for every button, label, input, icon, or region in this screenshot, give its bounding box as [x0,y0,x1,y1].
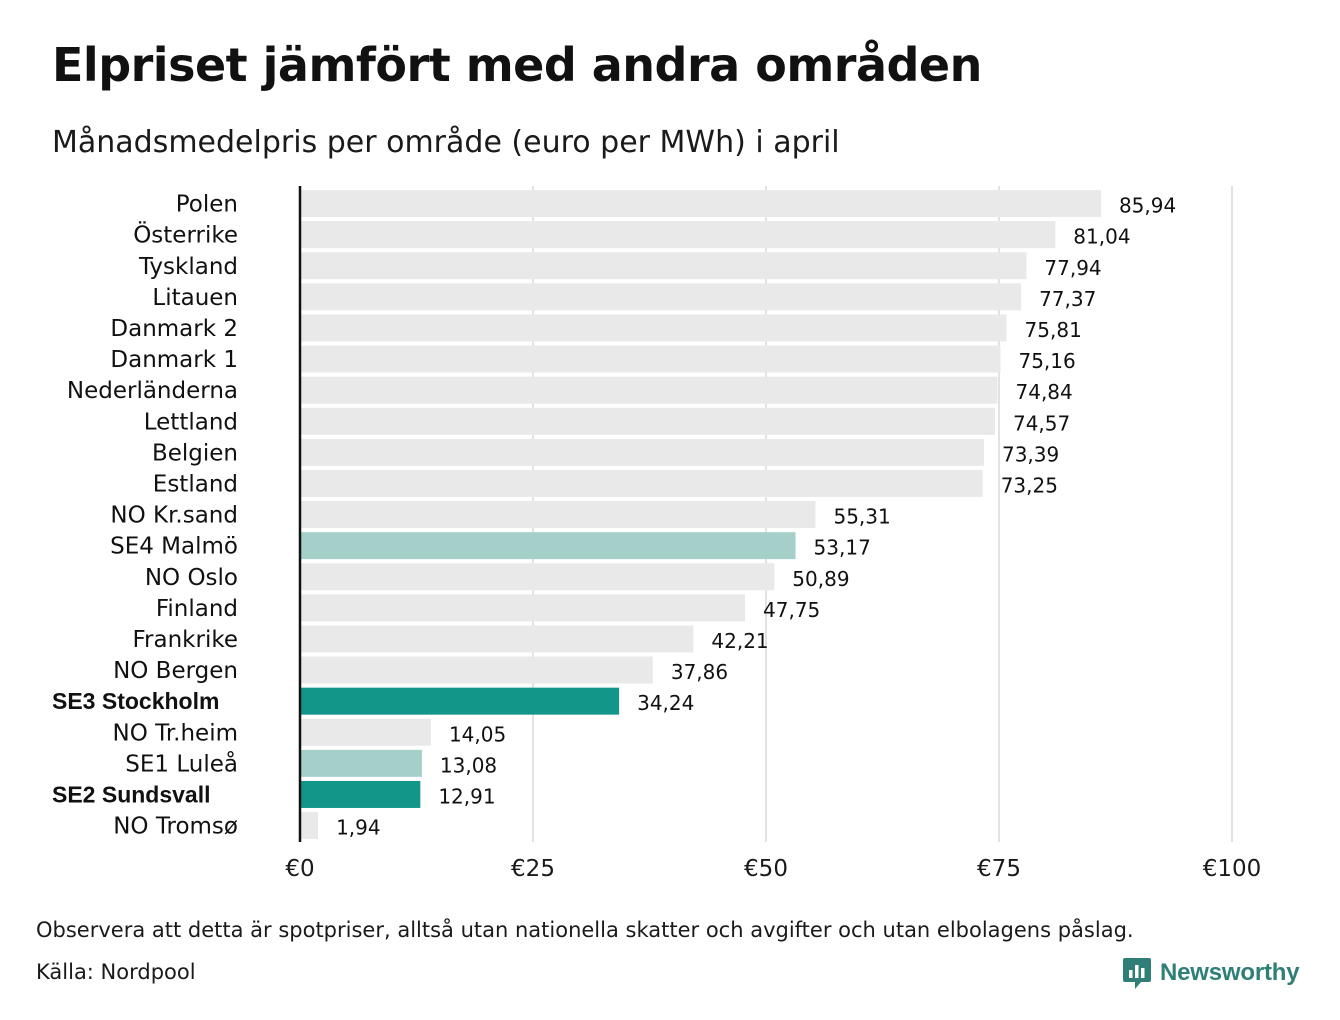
value-label: 75,81 [1025,318,1082,342]
newsworthy-logo: Newsworthy [1122,955,1300,991]
bar [300,718,431,746]
value-label: 81,04 [1073,225,1130,249]
bars [300,190,1101,840]
category-label: Estland [153,471,238,497]
category-labels: Polen Österrike Tyskland Litauen Danmark 2 Da… [52,192,238,840]
bar [300,345,1001,373]
bar [300,376,998,404]
value-label: 77,37 [1039,287,1096,311]
bar [300,314,1007,342]
category-label: Österrike [133,221,238,249]
category-label: SE4 Malmö [110,534,238,560]
bar [300,252,1027,280]
category-label: NO Tromsø [113,814,238,840]
bar [300,283,1022,311]
bar [300,780,421,808]
value-labels: 85,94 81,04 77,94 77,37 75,81 75,16 74,84 74,57… [336,194,1176,840]
value-label: 1,94 [336,816,381,840]
category-label: Lettland [144,409,238,435]
category-label: SE2 Sundsvall [52,781,211,807]
source-credit: Källa: Nordpool [36,960,196,984]
newsworthy-logo-text: Newsworthy [1160,959,1300,986]
x-tick-label: €50 [744,856,788,882]
value-label: 55,31 [833,505,890,529]
value-label: 53,17 [814,536,871,560]
bar [300,563,775,591]
category-label: SE1 Luleå [125,749,238,777]
value-label: 77,94 [1044,256,1101,280]
bar [300,687,620,715]
newsworthy-logo-icon [1123,958,1151,989]
chart-title: Elpriset jämfört med andra områden [52,38,982,92]
value-label: 74,84 [1016,380,1073,404]
category-label: Danmark 1 [110,347,238,373]
x-tick-label: €75 [977,856,1021,882]
category-label: SE3 Stockholm [52,688,219,714]
bar [300,438,984,466]
category-label: Polen [176,192,238,218]
category-label: Frankrike [133,627,239,653]
value-label: 75,16 [1018,349,1075,373]
value-label: 47,75 [763,598,820,622]
value-label: 34,24 [637,691,694,715]
bar [300,221,1056,249]
category-label: NO Kr.sand [110,503,238,529]
x-tick-label: €25 [511,856,555,882]
category-label: NO Tr.heim [113,720,238,746]
footnote: Observera att detta är spotpriser, allts… [36,918,1134,942]
bar-chart: Polen Österrike Tyskland Litauen Danmark 2 Da… [52,186,1261,882]
value-label: 13,08 [440,753,497,777]
value-label: 50,89 [792,567,849,591]
value-label: 74,57 [1013,411,1070,435]
value-label: 37,86 [671,660,728,684]
category-label: Nederländerna [67,378,238,404]
value-label: 14,05 [449,722,506,746]
bar [300,749,422,777]
category-label: Tyskland [138,254,238,280]
x-tick-label: €0 [285,856,314,882]
bar [300,656,653,684]
category-label: Finland [156,596,238,622]
value-label: 42,21 [711,629,768,653]
bar [300,407,995,435]
category-label: NO Bergen [113,658,238,684]
bar [300,532,796,560]
category-label: NO Oslo [145,565,238,591]
x-axis-ticks: €0 €25 €50 €75 €100 [285,856,1261,882]
value-label: 85,94 [1119,194,1176,218]
bar [300,190,1101,218]
bar [300,594,746,622]
value-label: 73,25 [1001,473,1058,497]
value-label: 12,91 [438,784,495,808]
bar [300,501,816,529]
bar [300,469,983,497]
category-label: Litauen [152,285,238,311]
value-label: 73,39 [1002,442,1059,466]
chart-subtitle: Månadsmedelpris per område (euro per MWh… [52,125,840,160]
bar [300,812,319,840]
bar [300,625,694,653]
category-label: Belgien [152,440,238,466]
category-label: Danmark 2 [110,316,238,342]
x-tick-label: €100 [1203,856,1262,882]
